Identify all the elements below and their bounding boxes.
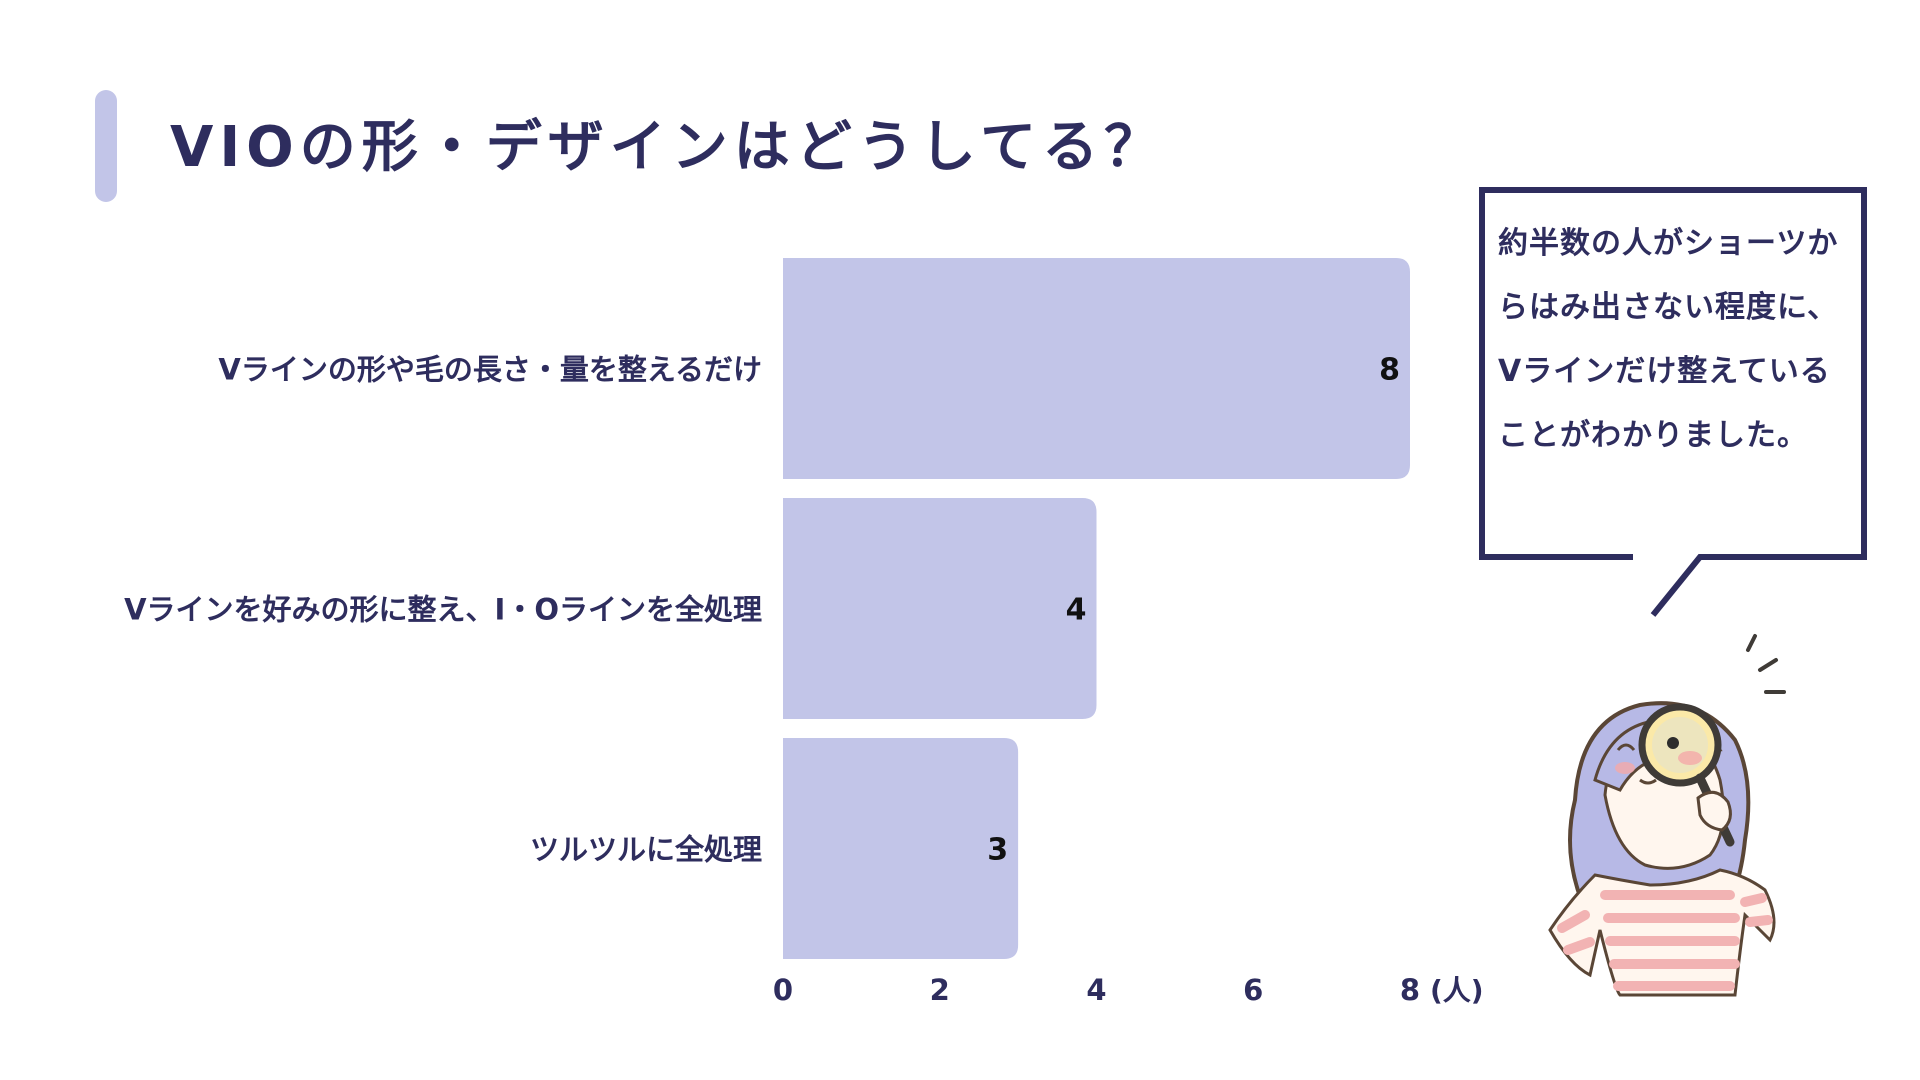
data-label: 8 bbox=[1379, 353, 1400, 388]
x-tick-label: 0 bbox=[773, 973, 793, 1007]
bar bbox=[783, 738, 1019, 959]
x-tick-label: 6 bbox=[1243, 973, 1263, 1007]
speech-bubble-text: 約半数の人がショーツからはみ出さない程度に、Vラインだけ整えていることがわかりま… bbox=[1498, 226, 1839, 453]
bar bbox=[783, 498, 1097, 719]
data-label: 3 bbox=[987, 833, 1008, 868]
x-tick-label: 2 bbox=[930, 973, 950, 1007]
data-label: 4 bbox=[1066, 593, 1087, 628]
category-label: ツルツルに全処理 bbox=[530, 833, 762, 867]
page-title: VIOの形・デザインはどうしてる？ bbox=[170, 115, 1167, 180]
character-with-magnifier-illustration bbox=[1548, 634, 1786, 997]
bar bbox=[783, 258, 1410, 479]
speech-bubble bbox=[1478, 187, 1868, 617]
category-label: Vラインの形や毛の長さ・量を整えるだけ bbox=[218, 353, 762, 387]
category-label: Vラインを好みの形に整え、I・Oラインを全処理 bbox=[124, 593, 762, 627]
title-accent-bar bbox=[95, 90, 117, 202]
x-axis-unit-label: (人) bbox=[1430, 974, 1484, 1007]
x-tick-label: 4 bbox=[1086, 973, 1106, 1007]
x-tick-label: 8 bbox=[1400, 973, 1420, 1007]
